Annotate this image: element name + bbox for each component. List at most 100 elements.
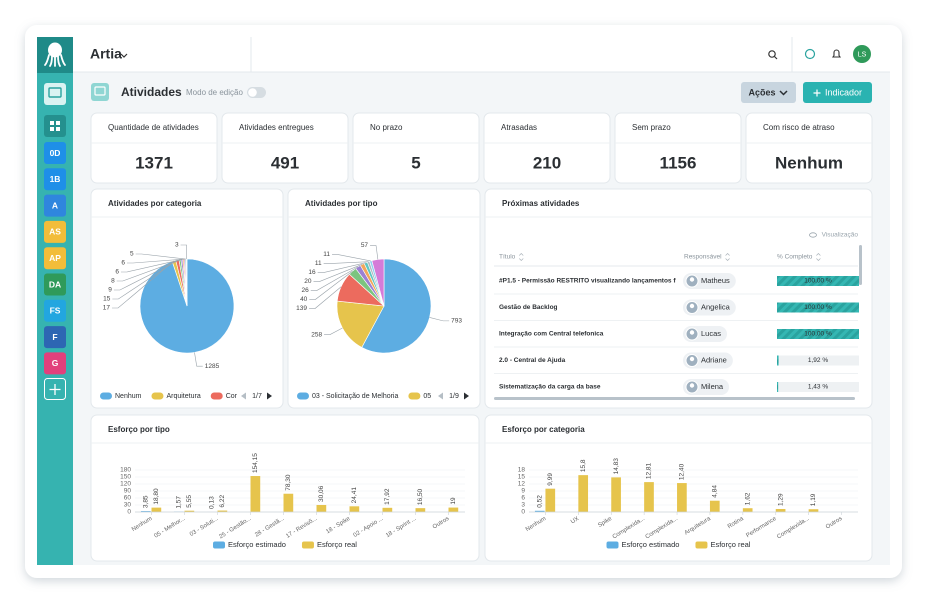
bar-value-label: 12,40 (679, 463, 686, 480)
card (221, 112, 349, 184)
bar[interactable] (709, 500, 720, 512)
table-horizontal-scrollbar[interactable] (494, 397, 855, 400)
sidebar-project[interactable]: FS (44, 299, 66, 322)
bar[interactable] (151, 507, 162, 512)
progress-fill (777, 355, 779, 366)
user-avatar[interactable] (853, 45, 871, 63)
pie-slice[interactable] (186, 258, 188, 307)
bar[interactable] (611, 477, 621, 512)
sidebar-project[interactable]: AP (44, 247, 66, 270)
bar-value-label: 17,92 (384, 488, 391, 505)
notification-icon[interactable] (831, 49, 842, 58)
bar-value-label: 6,22 (219, 495, 226, 508)
app-name[interactable]: Artia (90, 46, 122, 62)
legend-item[interactable]: Arquitetura (151, 392, 201, 400)
bar[interactable] (677, 483, 687, 512)
table-row[interactable]: Lucas 100,00 % (494, 326, 859, 348)
progress-fill (777, 276, 859, 286)
pie-value-label: 57 (361, 242, 369, 249)
sidebar-project-box (44, 326, 66, 349)
legend-prev[interactable] (241, 392, 246, 400)
column-header[interactable]: Título (499, 254, 516, 261)
sidebar-project[interactable]: G (44, 352, 66, 375)
legend-item[interactable]: 03 - Solicitação de Melhoria (297, 392, 398, 400)
bar[interactable] (217, 510, 228, 512)
y-tick-label: 90 (124, 488, 132, 495)
table-row[interactable]: Angelica 100,00 % (494, 299, 859, 321)
view-link[interactable]: Visualização (822, 232, 859, 239)
bar[interactable] (250, 476, 261, 512)
table-row[interactable]: Milena 1,43 % (683, 379, 859, 395)
legend-item[interactable]: Cor (210, 392, 238, 400)
legend-item[interactable]: Esforço real (301, 540, 357, 549)
bar[interactable] (742, 508, 753, 512)
pie-slice[interactable] (361, 258, 432, 354)
add-indicator-button[interactable] (803, 82, 872, 103)
legend-next[interactable] (267, 392, 272, 400)
legend-item[interactable]: Esforço real (695, 540, 751, 549)
sidebar-project-label: DA (49, 279, 61, 289)
table-row[interactable]: Matheus 100,00 % (494, 273, 859, 295)
pie-leader-line (309, 286, 342, 309)
bar[interactable] (283, 493, 294, 512)
sidebar-dashboard-button[interactable] (44, 83, 66, 105)
actions-button[interactable] (741, 82, 796, 103)
sidebar-project[interactable]: F (44, 326, 66, 349)
bar[interactable] (578, 475, 589, 512)
sidebar-project[interactable]: 0D (44, 142, 66, 164)
pie-leader-line (310, 266, 359, 291)
page-icon (91, 83, 109, 101)
legend-item[interactable]: 05 (408, 392, 431, 400)
table-vertical-scrollbar[interactable] (859, 245, 862, 285)
pie-value-label: 20 (304, 278, 312, 285)
legend-label: 03 - Solicitação de Melhoria (312, 393, 398, 400)
legend-prev[interactable] (438, 392, 443, 400)
bar[interactable] (140, 511, 151, 512)
bar[interactable] (415, 508, 426, 512)
pie-slice[interactable] (371, 258, 385, 307)
pie-value-label: 8 (111, 278, 115, 285)
kpi-value: 491 (271, 153, 299, 172)
column-header[interactable]: Responsável (684, 254, 722, 261)
bar[interactable] (644, 482, 654, 512)
legend-label: Esforço estimado (228, 540, 286, 549)
pie-leader-line (120, 258, 184, 273)
add-indicator-label: Indicador (825, 87, 862, 97)
grid-icon (50, 121, 60, 131)
bar[interactable] (184, 510, 195, 512)
card (745, 112, 873, 184)
kpi-label: No prazo (370, 123, 403, 132)
legend-page: 1/9 (449, 393, 459, 400)
bar[interactable] (775, 508, 786, 512)
bar-value-label: 16,50 (417, 488, 424, 505)
sidebar-project-box (44, 194, 66, 217)
sidebar-add-button[interactable] (44, 378, 66, 400)
pie-leader-line (317, 262, 366, 273)
table-row[interactable]: Adriane 1,92 % (494, 352, 859, 374)
legend-next[interactable] (464, 392, 469, 400)
column-header[interactable]: % Completo (777, 254, 813, 261)
bar[interactable] (349, 506, 360, 512)
y-tick-label: 150 (120, 474, 131, 481)
sidebar-project[interactable]: AS (44, 220, 66, 243)
bar[interactable] (545, 488, 556, 512)
sidebar-grid-button[interactable] (44, 115, 66, 137)
sidebar-project[interactable]: DA (44, 273, 66, 296)
pie-leader-line (313, 264, 363, 282)
bar[interactable] (448, 507, 459, 512)
sidebar-project[interactable]: A (44, 194, 66, 217)
owner-avatar-head (689, 330, 695, 335)
y-tick-label: 6 (521, 495, 525, 502)
bar-value-label: 78,30 (285, 474, 292, 491)
search-icon[interactable] (768, 50, 776, 58)
sidebar-project[interactable]: 1B (44, 168, 66, 191)
bar[interactable] (316, 504, 327, 512)
legend-item[interactable]: Esforço estimado (213, 540, 286, 549)
legend-item[interactable]: Nenhum (100, 392, 142, 400)
bar[interactable] (382, 507, 393, 512)
bar[interactable] (808, 509, 819, 512)
help-icon[interactable] (804, 48, 816, 60)
legend-item[interactable]: Esforço estimado (606, 540, 680, 549)
bar[interactable] (534, 510, 545, 512)
